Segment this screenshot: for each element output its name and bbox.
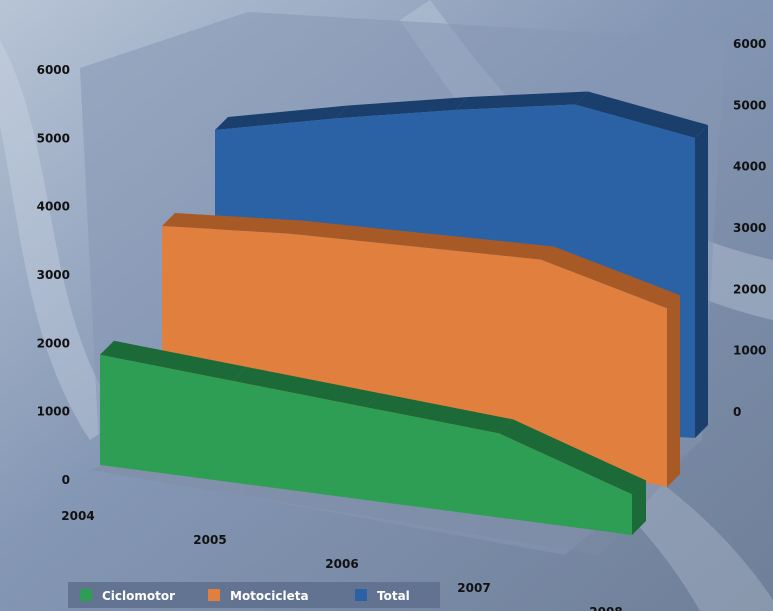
area-top-total bbox=[455, 91, 588, 110]
legend-label-motocicleta: Motocicleta bbox=[230, 589, 309, 603]
y-tick-left: 4000 bbox=[37, 200, 70, 214]
legend-swatch-motocicleta bbox=[208, 589, 220, 601]
area-top-ciclomotor bbox=[100, 340, 247, 381]
y-tick-right: 5000 bbox=[733, 98, 766, 112]
area-motocicleta bbox=[162, 226, 667, 487]
area-top-total bbox=[335, 97, 468, 119]
y-tick-left: 5000 bbox=[37, 131, 70, 145]
y-tick-right: 2000 bbox=[733, 282, 766, 296]
y-tick-left: 0 bbox=[62, 473, 70, 487]
background-streak bbox=[0, 40, 120, 440]
y-axis-right: 0 1000 2000 3000 4000 5000 6000 bbox=[733, 37, 766, 419]
x-tick: 2008 bbox=[589, 605, 622, 611]
y-axis-left: 0 1000 2000 3000 4000 5000 6000 bbox=[37, 63, 70, 487]
x-tick: 2007 bbox=[457, 581, 490, 595]
area-ciclomotor bbox=[100, 354, 632, 535]
area-top-motocicleta bbox=[288, 220, 428, 247]
y-tick-right: 4000 bbox=[733, 160, 766, 174]
x-tick: 2005 bbox=[193, 533, 226, 547]
area-top-motocicleta bbox=[540, 246, 680, 309]
x-tick: 2006 bbox=[325, 557, 358, 571]
y-tick-left: 3000 bbox=[37, 268, 70, 282]
legend-swatch-total bbox=[355, 589, 367, 601]
area-top-motocicleta bbox=[162, 213, 302, 234]
area-top-total bbox=[215, 105, 348, 130]
y-tick-right: 0 bbox=[733, 405, 741, 419]
area-side-total bbox=[695, 125, 708, 438]
y-tick-right: 6000 bbox=[733, 37, 766, 51]
legend-swatch-ciclomotor bbox=[80, 589, 92, 601]
area-top-motocicleta bbox=[414, 233, 554, 260]
x-tick: 2004 bbox=[61, 509, 94, 523]
y-tick-right: 1000 bbox=[733, 344, 766, 358]
area-side-ciclomotor bbox=[632, 480, 646, 535]
y-tick-left: 1000 bbox=[37, 405, 70, 419]
legend-label-ciclomotor: Ciclomotor bbox=[102, 589, 175, 603]
area-top-ciclomotor bbox=[233, 367, 380, 408]
area-top-ciclomotor bbox=[499, 419, 646, 495]
legend-items: Ciclomotor Motocicleta Total bbox=[80, 589, 410, 603]
y-tick-left: 6000 bbox=[37, 63, 70, 77]
area-top-ciclomotor bbox=[366, 393, 513, 434]
chart-areas bbox=[100, 91, 708, 535]
area-side-motocicleta bbox=[667, 295, 680, 487]
legend bbox=[68, 582, 440, 608]
x-axis: 2004 2005 2006 2007 2008 bbox=[61, 509, 622, 611]
legend-label-total: Total bbox=[377, 589, 410, 603]
y-tick-right: 3000 bbox=[733, 221, 766, 235]
y-tick-left: 2000 bbox=[37, 336, 70, 350]
area-top-total bbox=[575, 91, 708, 138]
